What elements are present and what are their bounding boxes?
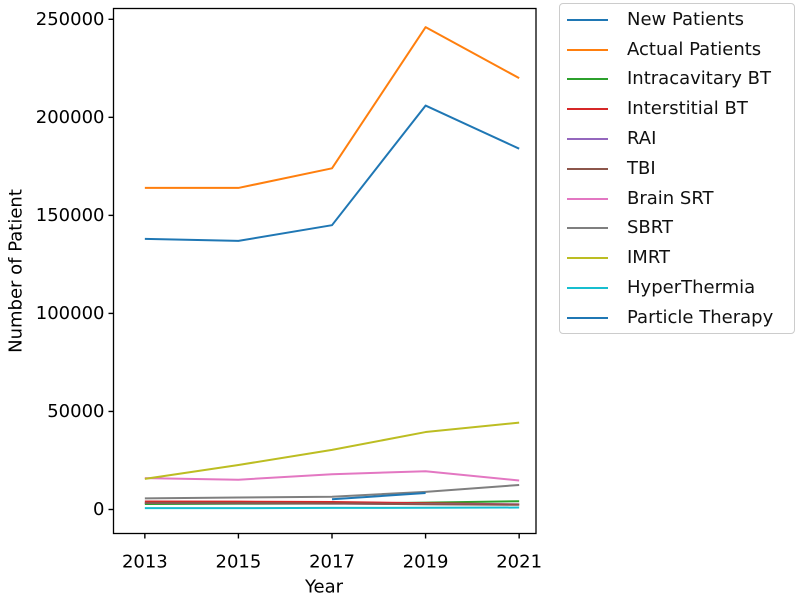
series-line-actual-patients [144,26,520,189]
y-axis-title: Number of Patient [5,189,27,353]
legend-line-swatch [567,78,608,81]
legend-line-swatch [567,316,608,319]
legend-item-imrt: IMRT [567,243,794,273]
legend-label: New Patients [627,8,745,30]
legend-line-swatch [567,197,608,200]
legend-item-brain-srt: Brain SRT [567,184,794,214]
legend-label: Particle Therapy [627,306,774,328]
series-line-imrt [144,421,520,480]
legend-line-swatch [567,48,608,51]
legend-line-swatch [567,138,608,141]
legend-item-actual-patients: Actual Patients [567,35,794,65]
x-tick-label: 2013 [122,552,168,573]
legend-line-swatch [567,287,608,290]
legend-item-intracavitary-bt: Intracavitary BT [567,65,794,95]
legend-label: Intracavitary BT [627,68,771,90]
legend-item-interstitial-bt: Interstitial BT [567,94,794,124]
y-tick-label: 0 [93,499,104,520]
series-line-tbi [144,501,520,506]
series-line-sbrt [144,483,520,500]
x-tick-label: 2015 [216,552,262,573]
legend-item-hyperthermia: HyperThermia [567,273,794,303]
legend-label: TBI [627,157,656,179]
legend-line-swatch [567,227,608,230]
y-tick-label: 250000 [36,9,105,30]
legend-label: Interstitial BT [627,98,748,120]
legend-label: Actual Patients [627,38,762,60]
legend-label: Brain SRT [627,187,714,209]
legend-item-new-patients: New Patients [567,5,794,35]
x-tick-label: 2021 [496,552,542,573]
x-axis-title: Year [304,576,344,597]
legend-line-swatch [567,257,608,260]
series-line-brain-srt [144,470,520,482]
legend-label: SBRT [627,217,673,239]
legend-line-swatch [567,108,608,111]
plot-border [112,7,537,535]
legend-item-sbrt: SBRT [567,214,794,244]
y-tick-label: 100000 [36,303,105,324]
series-line-particle-therapy [331,492,426,501]
legend-line-swatch [567,18,608,21]
legend: New Patients Actual Patients Intracavitary… [559,3,795,334]
y-tick-label: 50000 [47,401,104,422]
y-tick-label: 150000 [36,205,105,226]
series-line-new-patients [144,104,520,242]
legend-item-rai: RAI [567,124,794,154]
series-line-hyperthermia [144,506,520,510]
legend-label: RAI [627,128,657,150]
legend-label: HyperThermia [627,277,756,299]
legend-item-tbi: TBI [567,154,794,184]
legend-line-swatch [567,167,608,170]
legend-label: IMRT [627,247,671,269]
x-tick-label: 2019 [403,552,449,573]
x-tick-label: 2017 [309,552,355,573]
legend-item-particle-therapy: Particle Therapy [567,303,794,333]
y-tick-label: 200000 [36,107,105,128]
